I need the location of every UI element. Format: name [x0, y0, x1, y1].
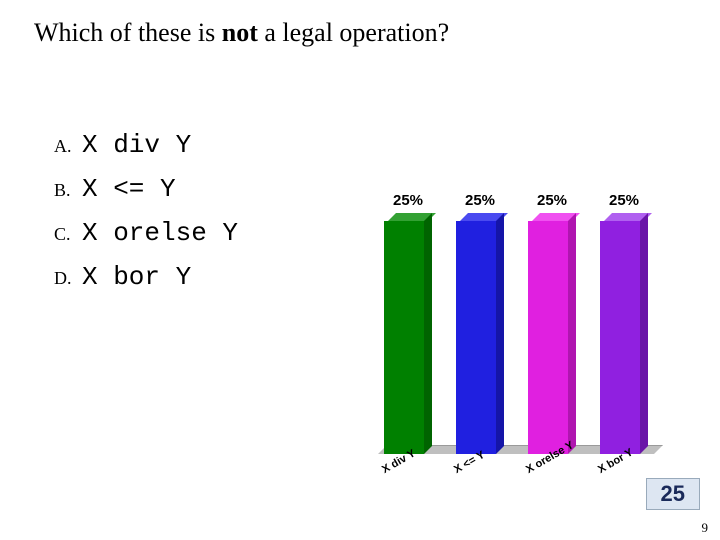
- bar-side: [640, 213, 648, 454]
- option-letter: B.: [54, 180, 82, 201]
- option-code: X bor Y: [82, 262, 191, 292]
- bar-front: [528, 221, 568, 454]
- bar-2: 25%: [528, 213, 576, 454]
- bar-value-label: 25%: [600, 192, 648, 209]
- bar-front: [600, 221, 640, 454]
- bar-side: [496, 213, 504, 454]
- bar-front: [384, 221, 424, 454]
- option-c[interactable]: C. X orelse Y: [54, 218, 238, 248]
- bar-side: [424, 213, 432, 454]
- question-prefix: Which of these is: [34, 18, 222, 47]
- slide-number: 9: [702, 520, 709, 536]
- options-list: A. X div Y B. X <= Y C. X orelse Y D. X …: [54, 130, 238, 306]
- option-d[interactable]: D. X bor Y: [54, 262, 238, 292]
- bar-0: 25%: [384, 213, 432, 454]
- countdown-value: 25: [661, 481, 685, 506]
- bar-3: 25%: [600, 213, 648, 454]
- option-letter: D.: [54, 268, 82, 289]
- question-suffix: a legal operation?: [258, 18, 449, 47]
- bar-value-label: 25%: [456, 192, 504, 209]
- option-b[interactable]: B. X <= Y: [54, 174, 238, 204]
- question-emph: not: [222, 18, 258, 47]
- option-code: X orelse Y: [82, 218, 238, 248]
- bar-side: [568, 213, 576, 454]
- bar-1: 25%: [456, 213, 504, 454]
- question-text: Which of these is not a legal operation?: [34, 18, 449, 48]
- option-a[interactable]: A. X div Y: [54, 130, 238, 160]
- option-code: X div Y: [82, 130, 191, 160]
- option-letter: A.: [54, 136, 82, 157]
- poll-chart: 25%X div Y25%X <= Y25%X orelse Y25%X bor…: [374, 124, 684, 454]
- bar-value-label: 25%: [384, 192, 432, 209]
- bar-value-label: 25%: [528, 192, 576, 209]
- option-letter: C.: [54, 224, 82, 245]
- bar-front: [456, 221, 496, 454]
- countdown-timer: 25: [646, 478, 700, 510]
- option-code: X <= Y: [82, 174, 176, 204]
